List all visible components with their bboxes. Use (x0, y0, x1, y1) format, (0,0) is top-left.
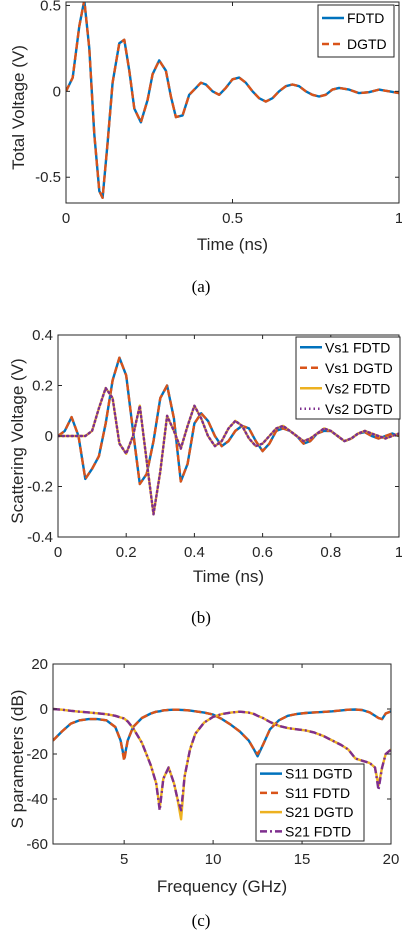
chart-0-series-line-1 (66, 2, 399, 200)
chart-1-y-tick-label: -0.4 (27, 529, 53, 546)
chart-b-x-axis-label: Time (ns) (193, 567, 264, 586)
chart-a-x-axis-label: Time (ns) (197, 235, 268, 254)
chart-1-y-tick-label: 0.4 (32, 327, 53, 344)
chart-b-ticks: 0 0.2 0.4 0.6 0.8 1 -0.4 -0.2 0 0.2 0.4 (27, 327, 402, 561)
chart-1-x-tick-label: 0.8 (320, 544, 341, 561)
chart-1-x-tick-label: 1 (395, 544, 402, 561)
chart-2-legend-label-2: S21 DGTD (285, 804, 353, 820)
chart-1-legend-box (295, 336, 401, 420)
chart-c-x-axis-label: Frequency (GHz) (157, 877, 287, 896)
chart-0-x-tick-label: 1 (395, 210, 402, 227)
chart-a-legend: FDTD DGTD (317, 4, 395, 58)
chart-2-x-tick-label: 10 (205, 851, 222, 868)
chart-1-y-tick-label: 0.2 (32, 378, 53, 395)
chart-c-caption: (c) (192, 911, 211, 930)
chart-0-legend-box (317, 4, 395, 58)
chart-2-legend-box (255, 763, 365, 842)
chart-1-legend-label-3: Vs2 DGTD (325, 401, 393, 417)
chart-b-legend: Vs1 FDTD Vs1 DGTD Vs2 FDTD Vs2 DGTD (295, 336, 401, 420)
chart-1-series-line-1 (58, 356, 399, 486)
chart-2-series-line-1 (53, 708, 391, 762)
chart-0-y-tick-label: 0.5 (40, 0, 61, 14)
chart-2-legend-label-3: S21 FDTD (285, 823, 351, 839)
chart-c-legend: S11 DGTD S11 FDTD S21 DGTD S21 FDTD (255, 763, 365, 842)
chart-0-x-tick-label: 0 (62, 210, 70, 227)
chart-c-ticks: 5 10 15 20 -60 -40 -20 0 20 (26, 656, 399, 868)
chart-b-series-layer (58, 356, 399, 516)
chart-0-y-tick-label: 0 (53, 83, 61, 100)
chart-1-legend-label-1: Vs1 DGTD (325, 360, 393, 376)
chart-2-legend-label-1: S11 FDTD (285, 785, 350, 801)
chart-1-legend-label-0: Vs1 FDTD (325, 339, 390, 355)
chart-a-ticks: 0 0.5 1 -0.5 0 0.5 (35, 0, 402, 227)
chart-0-y-tick-label: -0.5 (35, 169, 61, 186)
chart-b-y-axis-label: Scattering Voltage (V) (8, 358, 27, 523)
chart-a-caption: (a) (192, 277, 211, 296)
chart-b-scattering-voltage: 0 0.2 0.4 0.6 0.8 1-0.4-0.200.20.4 Time (ns) … (8, 327, 402, 627)
chart-1-x-tick-label: 0.4 (184, 544, 205, 561)
chart-2-x-tick-label: 15 (294, 851, 311, 868)
chart-2-series-line-3 (53, 707, 391, 812)
chart-1-series-line-3 (58, 386, 399, 516)
chart-0-x-tick-label: 0.5 (222, 210, 243, 227)
chart-1-y-tick-label: -0.2 (27, 479, 53, 496)
chart-2-y-tick-label: 0 (40, 701, 48, 718)
chart-1-x-tick-label: 0 (54, 544, 62, 561)
chart-1-x-tick-label: 0.2 (116, 544, 137, 561)
chart-1-x-tick-label: 0.6 (252, 544, 273, 561)
chart-2-y-tick-label: 20 (31, 656, 48, 673)
chart-2-y-tick-label: -60 (26, 836, 48, 853)
chart-c-y-axis-label: S parameters (dB) (8, 690, 27, 829)
chart-0-legend-label-0: FDTD (347, 10, 384, 26)
chart-c-series-layer (53, 707, 391, 821)
chart-2-legend-label-0: S11 DGTD (285, 766, 352, 782)
chart-c-s-parameters: 5 10 15 20 -60 -40 -20 0 20 Frequency (GHz) S pa… (8, 656, 399, 930)
chart-2-series-line-0 (53, 708, 391, 760)
chart-2-x-tick-label: 5 (120, 851, 128, 868)
chart-1-y-tick-label: 0 (45, 428, 53, 445)
chart-0-legend-label-1: DGTD (347, 36, 387, 52)
chart-a-total-voltage: 0 0.5 1 -0.5 0 0.5 Time (ns) Total Voltage (V… (9, 0, 402, 296)
chart-2-y-tick-label: -20 (26, 746, 48, 763)
chart-a-y-axis-label: Total Voltage (V) (9, 45, 28, 170)
chart-1-legend-label-2: Vs2 FDTD (325, 380, 390, 396)
chart-2-x-tick-label: 20 (383, 851, 400, 868)
chart-b-caption: (b) (191, 608, 211, 627)
chart-a-series-layer (66, 2, 399, 200)
chart-2-y-tick-label: -40 (26, 791, 48, 808)
